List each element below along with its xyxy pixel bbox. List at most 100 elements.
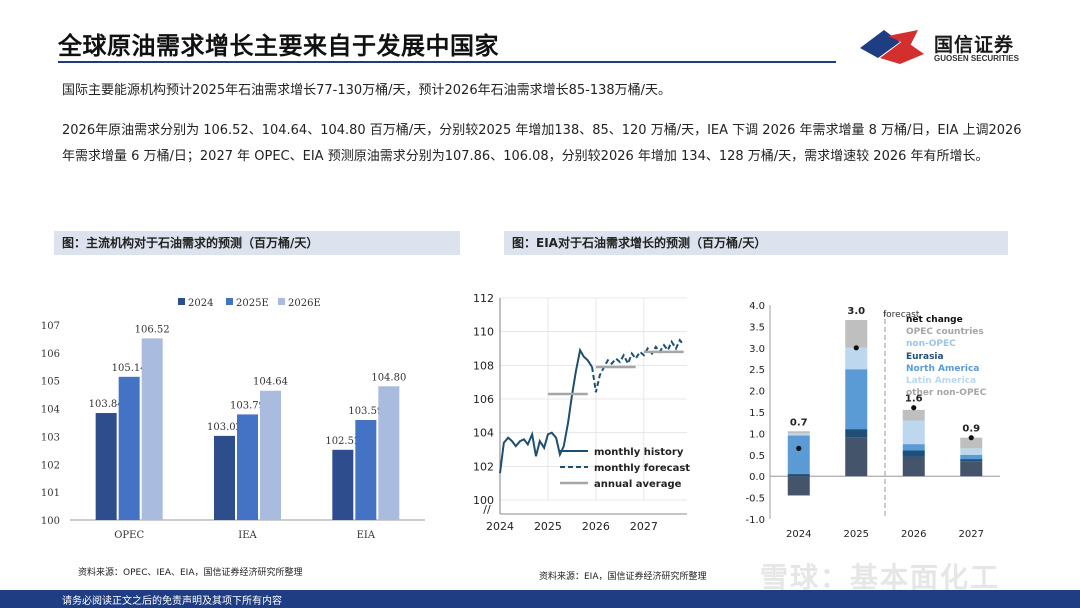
y-tick-label: 4.0 <box>749 301 765 312</box>
net-change-label: 1.6 <box>905 394 923 405</box>
y-tick-label: 3.0 <box>749 344 765 355</box>
bar <box>237 414 258 520</box>
y-tick-label: 102 <box>473 460 494 473</box>
bar-value-label: 103.02 <box>207 422 242 433</box>
y-tick-label: 112 <box>473 292 494 305</box>
stacked-bar-segment <box>902 456 925 477</box>
x-tick-label: 2024 <box>486 520 514 533</box>
stacked-bar-segment <box>960 437 983 449</box>
legend-label: Latin America <box>906 376 976 386</box>
y-tick-label: 104 <box>41 405 60 416</box>
y-tick-label: 1.5 <box>749 408 765 419</box>
stacked-bar-segment <box>787 433 810 436</box>
stacked-bar-segment <box>960 461 983 477</box>
legend-label: non-OPEC <box>906 339 956 349</box>
logo-english-name: GUOSEN SECURITIES <box>934 54 1019 63</box>
legend-label: net change <box>906 315 963 325</box>
figure1-source: 资料来源：OPEC、IEA、EIA，国信证券经济研究所整理 <box>78 568 303 578</box>
bar-value-label: 103.84 <box>89 399 124 410</box>
eia-demand-growth-stacked-chart: -1.0 -0.5 0.0 0.5 1.0 1.5 2.0 2.5 3.0 3.5 4.0 forec… <box>745 301 1000 540</box>
legend-label: annual average <box>594 479 682 490</box>
legend-label: other non-OPEC <box>906 388 987 398</box>
figure2-title: 图：EIA对于石油需求增长的预测（百万桶/天） <box>504 231 1008 255</box>
stacked-bar-segment <box>845 429 868 438</box>
stacked-bar-segment <box>845 347 868 370</box>
y-tick-label: 110 <box>473 326 494 339</box>
stacked-bar-segment <box>960 459 983 462</box>
y-tick-label: 108 <box>473 359 494 372</box>
bar <box>355 419 377 520</box>
y-tick-label: 100 <box>473 494 494 507</box>
legend-label: OPEC countries <box>906 327 984 337</box>
x-tick-label: EIA <box>357 530 376 541</box>
figure2-source: 资料来源：EIA，国信证券经济研究所整理 <box>539 572 707 582</box>
y-tick-label: 106 <box>473 393 494 406</box>
stacked-bar-segment <box>902 450 925 457</box>
bar-value-label: 103.59 <box>348 406 383 417</box>
figure1-title: 图：主流机构对于石油需求的预测（百万桶/天） <box>54 231 460 255</box>
y-tick-label: 106 <box>41 349 60 360</box>
bar <box>95 413 117 520</box>
stacked-bar-segment <box>902 409 925 421</box>
y-tick-label: 103 <box>41 432 60 443</box>
stacked-bar-segment <box>960 454 983 460</box>
net-change-label: 0.7 <box>790 417 808 428</box>
legend-label: monthly forecast <box>594 463 690 474</box>
series-monthly-forecast <box>591 338 685 393</box>
stacked-bar-segment <box>960 448 983 455</box>
y-tick-label: 105 <box>41 377 60 388</box>
series-monthly-history <box>499 347 593 474</box>
axis-break-mark: // <box>483 503 491 516</box>
legend-swatch <box>278 298 285 305</box>
x-tick-label: 2025 <box>844 529 869 540</box>
y-tick-label: 2.5 <box>749 365 765 376</box>
y-tick-label: 0.5 <box>749 451 765 462</box>
legend-label: monthly history <box>594 447 684 458</box>
legend-swatch <box>226 298 233 305</box>
y-tick-label: 102 <box>41 460 60 471</box>
agency-demand-bar-chart: 100 101 102 103 104 105 106 107 2024 2025E 2026E 10… <box>41 298 425 541</box>
legend-label: North America <box>906 364 979 374</box>
net-change-label: 3.0 <box>847 306 865 317</box>
bar <box>214 435 235 520</box>
stacked-bar-segment <box>787 435 810 475</box>
stacked-bar-segment <box>902 444 925 451</box>
net-change-dot <box>853 345 859 351</box>
x-tick-label: IEA <box>238 530 257 541</box>
y-tick-label: 100 <box>41 516 60 527</box>
footer-bar: 请务必阅读正文之后的免责声明及其项下所有内容 <box>0 590 1080 608</box>
legend-label: 2024 <box>188 298 213 309</box>
y-tick-label: 0.0 <box>749 472 765 483</box>
x-tick-label: 2027 <box>959 529 984 540</box>
bar-value-label: 104.80 <box>371 372 406 383</box>
bar-value-label: 103.79 <box>230 400 265 411</box>
y-tick-label: -1.0 <box>745 515 765 526</box>
y-tick-label: 104 <box>473 427 494 440</box>
net-change-dot <box>796 445 802 451</box>
watermark: 雪球：基本面化工 <box>760 561 1001 594</box>
bar <box>260 390 281 520</box>
x-tick-label: 2027 <box>630 520 658 533</box>
stacked-bar-segment <box>787 476 810 496</box>
y-tick-label: -0.5 <box>745 494 765 505</box>
bar-value-label: 105.14 <box>112 363 147 374</box>
legend-swatch <box>178 298 185 305</box>
page-title: 全球原油需求增长主要来自于发展中国家 <box>58 32 499 60</box>
x-tick-label: 2024 <box>786 529 811 540</box>
net-change-label: 0.9 <box>962 424 980 435</box>
summary-paragraph-1: 国际主要能源机构预计2025年石油需求增长77-130万桶/天，预计2026年石… <box>62 83 672 98</box>
y-tick-label: 101 <box>41 488 60 499</box>
guosen-logo-icon <box>860 30 924 64</box>
net-change-dot <box>968 435 974 441</box>
bar <box>118 376 140 520</box>
legend-label: 2026E <box>288 298 321 309</box>
stacked-bar-segment <box>902 420 925 445</box>
stacked-bar-segment <box>787 474 810 477</box>
y-tick-label: 2.0 <box>749 387 765 398</box>
legend-label: Eurasia <box>906 352 944 362</box>
bar-value-label: 104.64 <box>253 377 288 388</box>
title-divider <box>58 61 836 63</box>
x-tick-label: 2026 <box>901 529 926 540</box>
bar <box>378 386 400 520</box>
bar <box>332 449 354 520</box>
